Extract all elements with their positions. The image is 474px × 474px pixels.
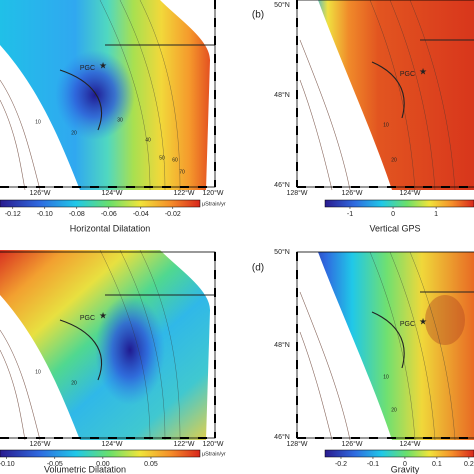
contour-label: 10 [383,374,389,380]
ocean-contours [0,39,351,441]
station-marker: ★ [99,310,107,320]
lat-label: 46°N [274,181,290,189]
lon-label: 124°W [399,440,420,448]
lon-label: 122°W [173,189,194,197]
frame-ticks [0,0,474,439]
colorbar-tick-label: -0.08 [69,211,85,218]
colorbar-tick-label: 0.00 [96,461,110,468]
panel-label: (b) [252,10,264,21]
contour-label: 20 [391,407,397,413]
colorbar-tick-label: -0.2 [335,461,347,468]
contour-label: 60 [172,157,178,163]
contour-label: 30 [117,117,123,123]
colorbar-tick-label: -0.06 [101,211,117,218]
colorbar-title: Volumetric Dilatation [44,464,126,474]
colorbar-tick-label: 0.1 [432,461,442,468]
lon-label: 120°W [202,189,223,197]
lon-label: 126°W [29,440,50,448]
contour-label: 20 [391,157,397,163]
colorbar-tick-label: 0.05 [144,461,158,468]
colorbar-tick-label: -0.10 [0,461,15,468]
contour-label: 70 [179,169,185,175]
colorbar-title: Gravity [391,464,420,474]
lon-label: 124°W [101,189,122,197]
colorbar [0,199,201,208]
contour-label: 40 [145,137,151,143]
station-marker: ★ [419,66,427,76]
map-field [318,252,474,440]
colorbar [324,199,474,208]
lon-label: 124°W [399,189,420,197]
lat-label: 50°N [274,248,290,256]
lat-label: 50°N [274,1,290,9]
contour-label: 20 [71,380,77,386]
station-label: PGC [80,65,95,72]
map-field [0,0,210,190]
lon-label: 126°W [341,189,362,197]
lon-label: 120°W [202,440,223,448]
colorbar-tick-label: -0.10 [37,211,53,218]
colorbar-tick-label: -1 [347,211,353,218]
colorbar-unit: μStrain/yr [202,451,226,457]
contour-label: 50 [159,155,165,161]
colorbar-unit: μStrain/yr [202,201,226,207]
colorbar [324,449,474,458]
panel-label: (d) [252,263,264,274]
colorbar-tick-label: -0.05 [47,461,63,468]
colorbar-tick-label: -0.1 [367,461,379,468]
station-label: PGC [400,71,415,78]
lon-label: 126°W [341,440,362,448]
colorbar [0,449,201,458]
lat-label: 46°N [274,433,290,441]
colorbar-tick-label: 0 [391,211,395,218]
lon-label: 122°W [173,440,194,448]
contour-label: 10 [35,369,41,375]
station-label: PGC [400,321,415,328]
station-marker: ★ [419,316,427,326]
lon-label: 128°W [286,189,307,197]
colorbar-tick-label: 0 [403,461,407,468]
station-label: PGC [80,315,95,322]
lat-label: 48°N [274,341,290,349]
lon-label: 128°W [286,440,307,448]
colorbar-tick-label: -0.04 [133,211,149,218]
contour-label: 10 [35,119,41,125]
colorbar-tick-label: 0.2 [464,461,474,468]
contour-label: 10 [383,122,389,128]
colorbar-tick-label: 1 [434,211,438,218]
map-field [0,250,210,440]
lon-label: 124°W [101,440,122,448]
contours [99,0,456,441]
map-field [318,0,474,190]
lat-label: 48°N [274,91,290,99]
contour-label: 20 [71,130,77,136]
colorbar-title: Vertical GPS [369,223,420,233]
lon-label: 126°W [29,189,50,197]
colorbar-title: Horizontal Dilatation [70,223,151,233]
colorbar-tick-label: -0.12 [5,211,21,218]
station-marker: ★ [99,60,107,70]
trench-lines [59,39,474,381]
colorbar-tick-label: -0.02 [165,211,181,218]
